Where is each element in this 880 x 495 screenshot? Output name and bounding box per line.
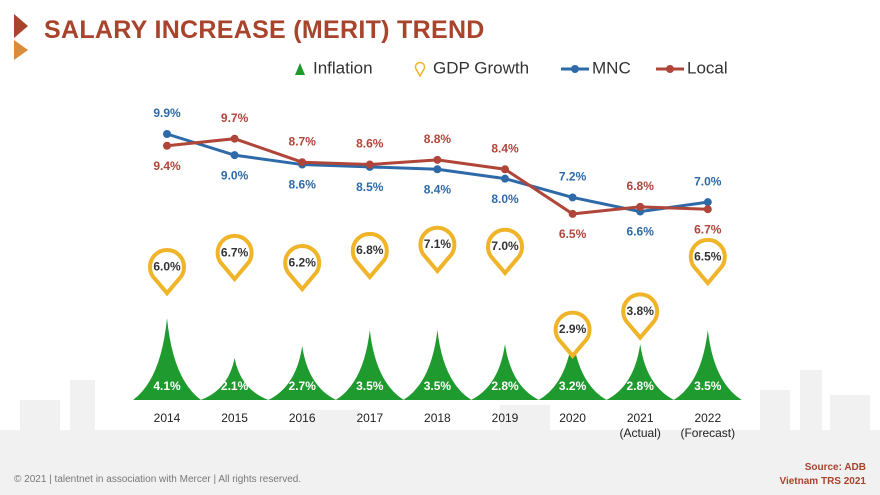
gdp-pin (148, 247, 186, 297)
legend-label: GDP Growth (433, 58, 529, 77)
gdp-pin (553, 310, 592, 359)
data-label: 3.2% (559, 379, 587, 393)
data-label: 7.1% (424, 237, 452, 251)
x-tick-label: 2014 (153, 411, 181, 425)
data-label: 9.0% (221, 168, 249, 182)
inflation-spike (403, 330, 472, 400)
point (636, 202, 645, 211)
data-label: 8.6% (289, 178, 317, 192)
data-label: 3.5% (356, 379, 384, 393)
data-label: 8.0% (491, 192, 519, 206)
point (568, 193, 577, 202)
point (230, 134, 239, 143)
gdp-pin (486, 227, 524, 277)
point (703, 205, 712, 214)
point (365, 160, 374, 169)
gdp-pin (418, 225, 457, 275)
legend-symbol (571, 65, 579, 73)
data-label: 7.0% (694, 174, 722, 188)
data-label: 6.8% (627, 179, 655, 193)
x-tick-label: 2019 (491, 411, 519, 425)
data-label: 2.9% (559, 322, 587, 336)
data-label: 2.7% (289, 379, 317, 393)
point (703, 198, 712, 207)
legend-label: Local (687, 58, 728, 77)
gdp-pin (350, 231, 389, 281)
gdp-pin (621, 292, 660, 341)
data-label: 2.8% (491, 379, 519, 393)
data-label: 3.5% (424, 379, 452, 393)
data-label: 6.0% (153, 259, 181, 273)
data-label: 8.7% (289, 134, 317, 148)
data-label: 2.8% (627, 379, 655, 393)
inflation-spike (606, 344, 675, 400)
x-tick-label: 2015 (221, 411, 248, 425)
point (163, 130, 171, 138)
data-label: 8.5% (356, 180, 384, 194)
data-label: 3.8% (627, 304, 655, 318)
point (163, 141, 171, 150)
inflation-spike (471, 344, 539, 400)
legend-symbol (666, 65, 674, 73)
data-label: 6.7% (221, 245, 249, 259)
logo (14, 14, 28, 60)
point (298, 158, 307, 167)
inflation-spike (200, 358, 269, 400)
skyline (0, 370, 880, 495)
data-label: 6.2% (289, 255, 317, 269)
inflation-spike (673, 330, 742, 400)
x-tick-label: 2022 (Forecast) (680, 411, 736, 440)
chart-title: SALARY INCREASE (MERIT) TREND (44, 16, 485, 44)
inflation-spike (335, 330, 404, 400)
data-label: 6.7% (694, 222, 722, 236)
legend-label: MNC (592, 58, 631, 77)
legend-symbol (414, 61, 426, 78)
data-label: 6.5% (559, 227, 587, 241)
x-tick-label: 2018 (424, 411, 451, 425)
data-label: 3.5% (694, 379, 722, 393)
legend-symbol (295, 63, 305, 75)
gdp-pin (215, 233, 254, 283)
x-tick-label: 2020 (559, 411, 586, 425)
data-label: 7.2% (559, 170, 587, 184)
data-label: 9.4% (153, 159, 181, 173)
gdp-pin (283, 243, 322, 293)
data-label: 9.7% (221, 111, 249, 125)
point (433, 155, 442, 164)
data-label: 9.9% (153, 106, 181, 120)
source-note: Vietnam TRS 2021 (779, 476, 866, 487)
legend-label: Inflation (313, 58, 373, 77)
x-tick-label: 2021 (Actual) (619, 411, 661, 440)
data-label: 6.6% (627, 225, 655, 239)
data-label: 7.0% (491, 239, 519, 253)
point (230, 151, 239, 160)
data-label: 6.5% (694, 249, 722, 263)
data-label: 6.8% (356, 243, 384, 257)
footer: © 2021 | talentnet in association with M… (14, 474, 302, 485)
data-label: 8.4% (491, 141, 519, 155)
data-label: 2.1% (221, 379, 249, 393)
data-label: 4.1% (153, 379, 181, 393)
x-tick-label: 2016 (288, 411, 316, 425)
inflation-spike (268, 346, 337, 400)
point (433, 165, 442, 174)
point (501, 174, 509, 183)
point (501, 165, 509, 174)
data-label: 8.6% (356, 137, 384, 151)
data-label: 8.4% (424, 182, 452, 196)
inflation-spike (133, 318, 201, 400)
point (568, 209, 577, 218)
source: Source: ADB (804, 462, 866, 473)
inflation-spike (538, 336, 607, 400)
data-label: 8.8% (424, 132, 452, 146)
gdp-pin (688, 237, 727, 287)
x-tick-label: 2017 (356, 411, 384, 425)
